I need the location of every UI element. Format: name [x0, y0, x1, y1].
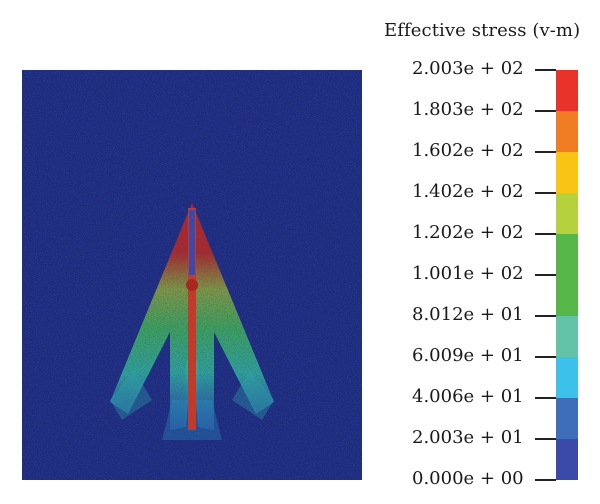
colorbar-tick-mark	[535, 438, 556, 440]
colorbar-tick-label: 1.202e + 02	[412, 222, 524, 243]
pile-core	[189, 210, 195, 275]
colorbar-tick-mark	[535, 151, 556, 153]
colorbar-band	[556, 316, 578, 358]
colorbar-band	[556, 357, 578, 399]
colorbar-band	[556, 275, 578, 317]
colorbar-tick-label: 6.009e + 01	[412, 345, 524, 366]
colorbar-tick-mark	[535, 69, 556, 71]
colorbar-tick-mark	[535, 192, 556, 194]
colorbar-tick-mark	[535, 274, 556, 276]
colorbar-tick-label: 0.000e + 00	[412, 468, 524, 489]
colorbar-tick-mark	[535, 110, 556, 112]
colorbar-tick-label: 1.402e + 02	[412, 181, 524, 202]
simulation-view	[22, 70, 362, 480]
colorbar-tick-label: 2.003e + 01	[412, 427, 524, 448]
colorbar-band	[556, 70, 578, 112]
colorbar-tick-mark	[535, 233, 556, 235]
colorbar-tick-label: 4.006e + 01	[412, 386, 524, 407]
colorbar-tick-mark	[535, 315, 556, 317]
colorbar-band	[556, 439, 578, 480]
colorbar-tick-mark	[535, 397, 556, 399]
pile	[186, 208, 198, 430]
colorbar-band	[556, 234, 578, 276]
colorbar-band	[556, 193, 578, 235]
colorbar-band	[556, 398, 578, 440]
pile-shaft	[188, 208, 196, 430]
colorbar-tick-label: 1.803e + 02	[412, 99, 524, 120]
colorbar-tick-mark	[535, 356, 556, 358]
colorbar-tick-label: 2.003e + 02	[412, 58, 524, 79]
colorbar-band	[556, 152, 578, 194]
colorbar-tick-mark	[535, 479, 556, 481]
colorbar-band	[556, 111, 578, 153]
colorbar-tick-label: 8.012e + 01	[412, 304, 524, 325]
colorbar-tick-label: 1.602e + 02	[412, 140, 524, 161]
colorbar	[556, 70, 578, 480]
legend-title: Effective stress (v-m)	[384, 20, 581, 41]
colorbar-tick-label: 1.001e + 02	[412, 263, 524, 284]
